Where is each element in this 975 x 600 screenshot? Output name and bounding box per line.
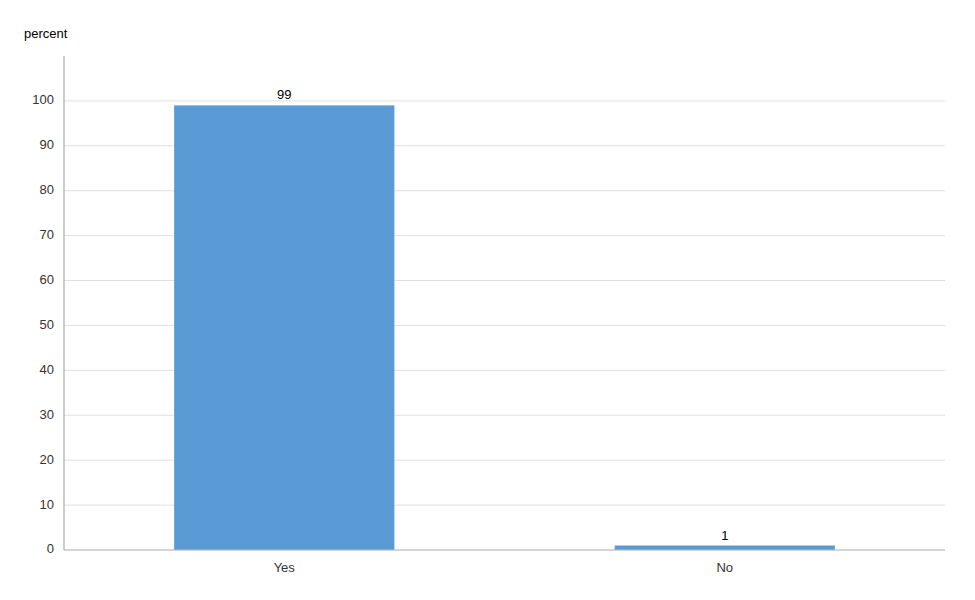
y-tick-label: 0 bbox=[47, 541, 54, 556]
y-axis-label: percent bbox=[24, 26, 68, 41]
y-tick-label: 70 bbox=[40, 227, 54, 242]
y-tick-label: 100 bbox=[32, 92, 54, 107]
bar bbox=[615, 546, 835, 550]
y-tick-labels: 0 10 20 30 40 50 60 70 80 90 100 bbox=[32, 92, 54, 556]
x-tick-label: Yes bbox=[274, 560, 296, 575]
y-axis-line bbox=[64, 56, 65, 550]
chart-svg: 0 10 20 30 40 50 60 70 80 90 100 99 1 Yes No percent bbox=[0, 0, 975, 600]
y-tick-label: 90 bbox=[40, 137, 54, 152]
x-tick-labels: Yes No bbox=[274, 560, 733, 575]
y-tick-label: 50 bbox=[40, 317, 54, 332]
grid-line bbox=[64, 550, 945, 551]
y-tick-label: 80 bbox=[40, 182, 54, 197]
y-tick-label: 60 bbox=[40, 272, 54, 287]
data-label: 99 bbox=[277, 87, 291, 102]
bars bbox=[174, 105, 835, 550]
grid bbox=[64, 101, 945, 550]
y-tick-label: 40 bbox=[40, 362, 54, 377]
data-label: 1 bbox=[721, 528, 728, 543]
y-tick-label: 20 bbox=[40, 452, 54, 467]
data-labels: 99 1 bbox=[277, 87, 728, 542]
chart-container: 0 10 20 30 40 50 60 70 80 90 100 99 1 Yes No percent bbox=[0, 0, 975, 600]
x-tick-label: No bbox=[716, 560, 733, 575]
bar bbox=[174, 105, 394, 550]
grid-line bbox=[64, 100, 945, 101]
x-axis-line bbox=[64, 550, 945, 551]
y-tick-label: 30 bbox=[40, 407, 54, 422]
y-tick-label: 10 bbox=[40, 497, 54, 512]
